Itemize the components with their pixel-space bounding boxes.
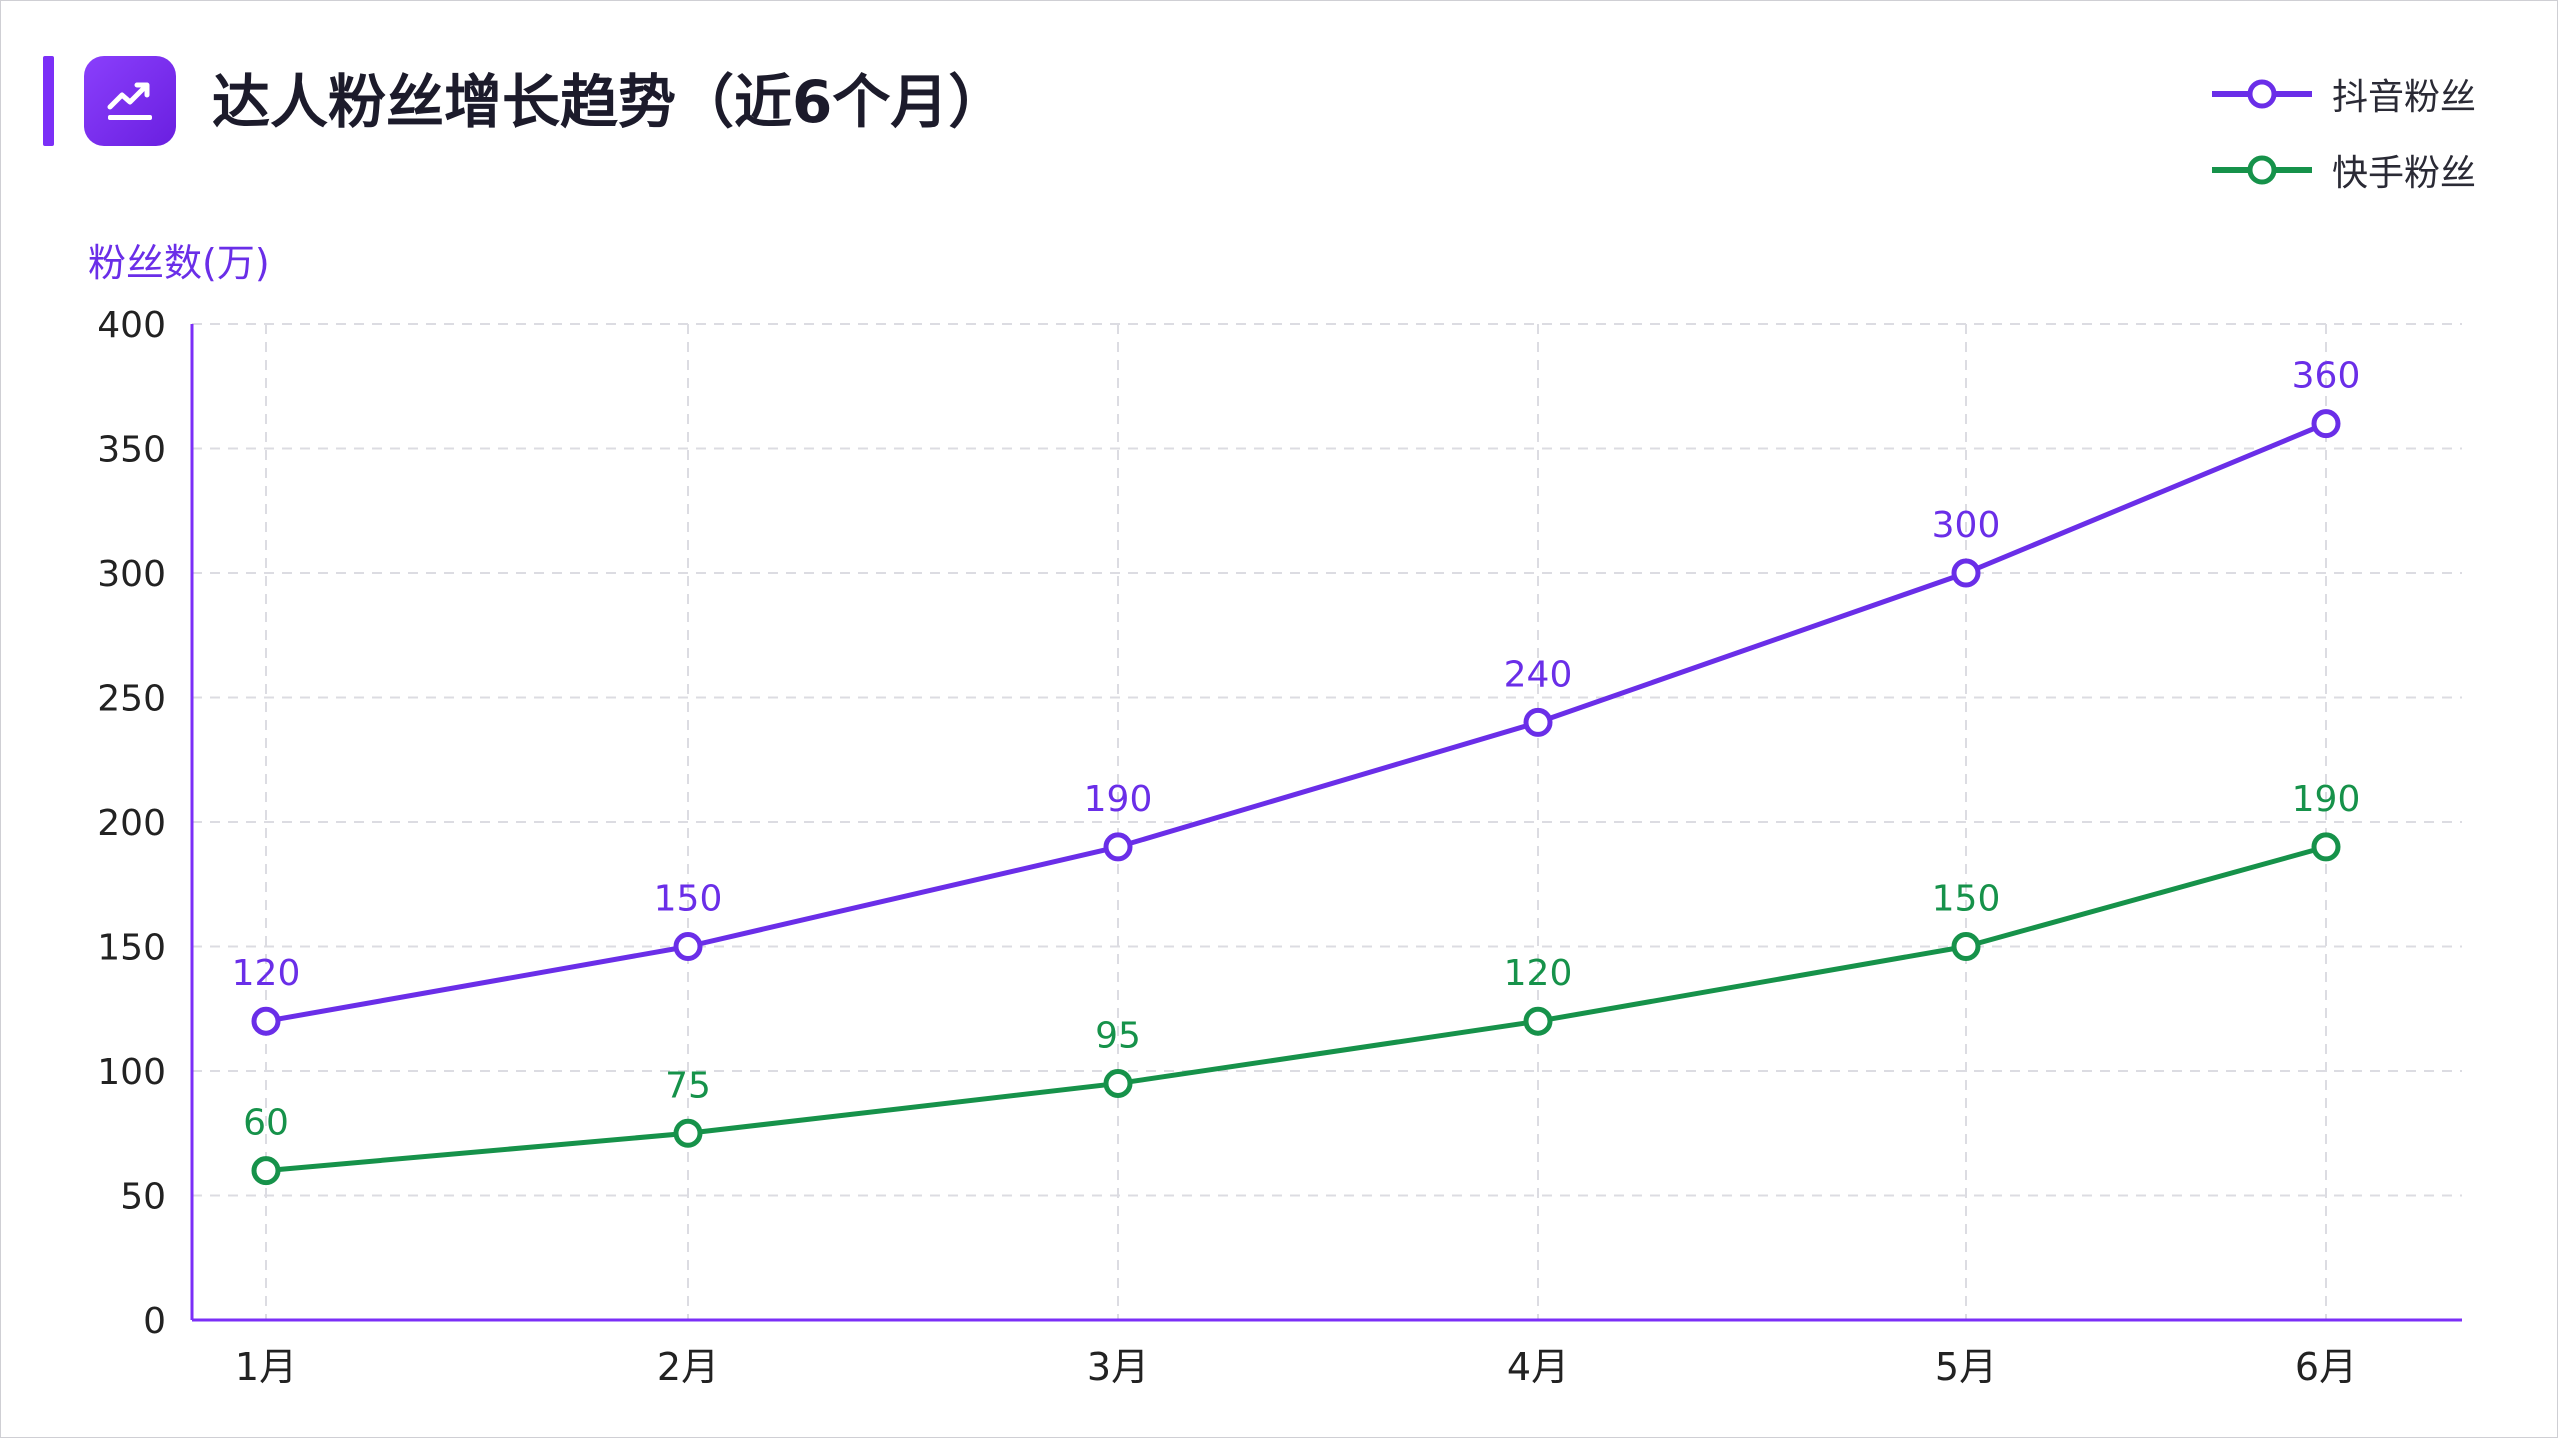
series-layer	[251, 409, 2341, 1186]
legend-swatch-kuaishou	[2211, 155, 2312, 185]
data-label-kuaishou: 95	[1095, 1015, 1141, 1056]
data-label-douyin: 300	[1932, 505, 2001, 546]
trend-up-icon	[84, 56, 176, 146]
data-label-douyin: 240	[1504, 654, 1573, 695]
data-label-douyin: 360	[2292, 356, 2361, 397]
data-label-kuaishou: 150	[1932, 879, 2001, 920]
legend-label-kuaishou: 快手粉丝	[2331, 153, 2476, 194]
x-tick-label: 6月	[2295, 1345, 2357, 1389]
data-point-kuaishou[interactable]	[251, 1156, 281, 1186]
data-point-douyin[interactable]	[251, 1006, 281, 1036]
data-label-kuaishou: 60	[243, 1103, 289, 1144]
data-label-kuaishou: 75	[665, 1065, 711, 1106]
chart-legend: 抖音粉丝 快手粉丝	[2211, 70, 2476, 222]
legend-swatch-douyin	[2211, 79, 2312, 109]
data-point-kuaishou[interactable]	[1951, 932, 1981, 961]
legend-item-kuaishou[interactable]: 快手粉丝	[2211, 146, 2476, 194]
data-point-douyin[interactable]	[1103, 832, 1133, 862]
title-accent-bar	[43, 56, 54, 146]
data-label-kuaishou: 120	[1504, 953, 1573, 994]
data-label-douyin: 120	[232, 953, 301, 994]
y-tick-label: 350	[97, 430, 166, 471]
data-point-douyin[interactable]	[1523, 707, 1553, 737]
chart-title: 达人粉丝增长趋势（近6个月）	[212, 68, 1007, 136]
grid-layer	[192, 323, 2462, 1320]
x-tick-label: 1月	[235, 1345, 297, 1389]
series-line-douyin	[265, 421, 2327, 1024]
y-tick-label: 200	[97, 803, 166, 844]
data-label-kuaishou: 190	[2292, 779, 2361, 820]
data-point-douyin[interactable]	[2311, 409, 2341, 439]
x-tick-label: 4月	[1507, 1345, 1569, 1389]
data-point-douyin[interactable]	[1951, 558, 1981, 588]
data-point-kuaishou[interactable]	[673, 1118, 703, 1148]
series-line-kuaishou	[265, 844, 2327, 1174]
y-tick-label: 400	[97, 305, 166, 346]
x-tick-label: 3月	[1087, 1345, 1149, 1389]
x-tick-label: 2月	[657, 1345, 719, 1389]
y-axis-title: 粉丝数(万)	[88, 241, 270, 285]
data-label-douyin: 190	[1084, 779, 1153, 820]
y-tick-label: 0	[143, 1301, 166, 1342]
y-tick-label: 50	[120, 1177, 166, 1218]
legend-label-douyin: 抖音粉丝	[2331, 77, 2476, 118]
data-point-kuaishou[interactable]	[2311, 832, 2341, 862]
data-point-kuaishou[interactable]	[1523, 1006, 1553, 1036]
data-point-kuaishou[interactable]	[1103, 1068, 1133, 1098]
y-tick-label: 250	[97, 679, 166, 720]
y-tick-label: 100	[97, 1052, 166, 1093]
y-tick-label: 300	[97, 554, 166, 595]
axis-layer: 0 50 100 150 200 250 300 350 400 1月 2月 3月 4月 5月 6月	[97, 305, 2462, 1389]
legend-item-douyin[interactable]: 抖音粉丝	[2211, 70, 2476, 118]
data-point-douyin[interactable]	[673, 932, 703, 961]
data-label-layer: 120 150 190 240 300 360 60 75 95 120 150 190	[232, 356, 2361, 1144]
x-tick-label: 5月	[1935, 1345, 1997, 1389]
data-label-douyin: 150	[654, 879, 723, 920]
y-tick-label: 150	[97, 928, 166, 969]
